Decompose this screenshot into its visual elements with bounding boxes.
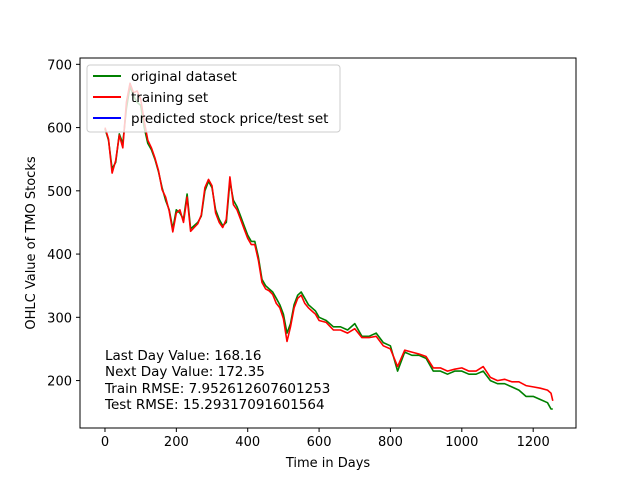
y-tick-label: 200 xyxy=(47,375,72,390)
plot-frame xyxy=(79,57,577,429)
y-tick-label: 500 xyxy=(47,185,72,200)
x-tick-label: 1000 xyxy=(445,435,478,450)
series-line-1 xyxy=(104,82,554,401)
legend-label-original: original dataset xyxy=(131,69,237,85)
x-tick-label: 800 xyxy=(378,435,403,450)
x-axis-label: Time in Days xyxy=(285,456,371,471)
annotation-last-day-value: Last Day Value: 168.16 xyxy=(105,348,262,364)
legend: original dataset training set predicted … xyxy=(86,64,341,133)
annotations: Last Day Value: 168.16 Next Day Value: 1… xyxy=(104,348,330,413)
annotation-test-rmse: Test RMSE: 15.29317091601564 xyxy=(104,397,325,413)
x-tick-label: 200 xyxy=(164,435,189,450)
y-axis-label: OHLC Value of TMO Stocks xyxy=(24,156,39,329)
x-tick-label: 400 xyxy=(235,435,260,450)
y-tick-label: 700 xyxy=(47,58,72,73)
y-tick-label: 300 xyxy=(47,311,72,326)
x-tick-label: 600 xyxy=(307,435,332,450)
annotation-train-rmse: Train RMSE: 7.952612607601253 xyxy=(104,381,330,397)
annotation-next-day-value: Next Day Value: 172.35 xyxy=(105,364,265,380)
legend-box xyxy=(86,64,341,133)
legend-label-training: training set xyxy=(131,90,208,106)
y-tick-label: 400 xyxy=(47,248,72,263)
x-tick-label: 1200 xyxy=(517,435,550,450)
legend-label-predicted: predicted stock price/test set xyxy=(131,111,328,127)
ticks-layer: 0 200 400 600 800 1000 1200 200 300 400 500 600 700 xyxy=(47,58,550,450)
series-layer xyxy=(104,82,554,410)
y-tick-label: 600 xyxy=(47,122,72,137)
x-tick-label: 0 xyxy=(101,435,109,450)
